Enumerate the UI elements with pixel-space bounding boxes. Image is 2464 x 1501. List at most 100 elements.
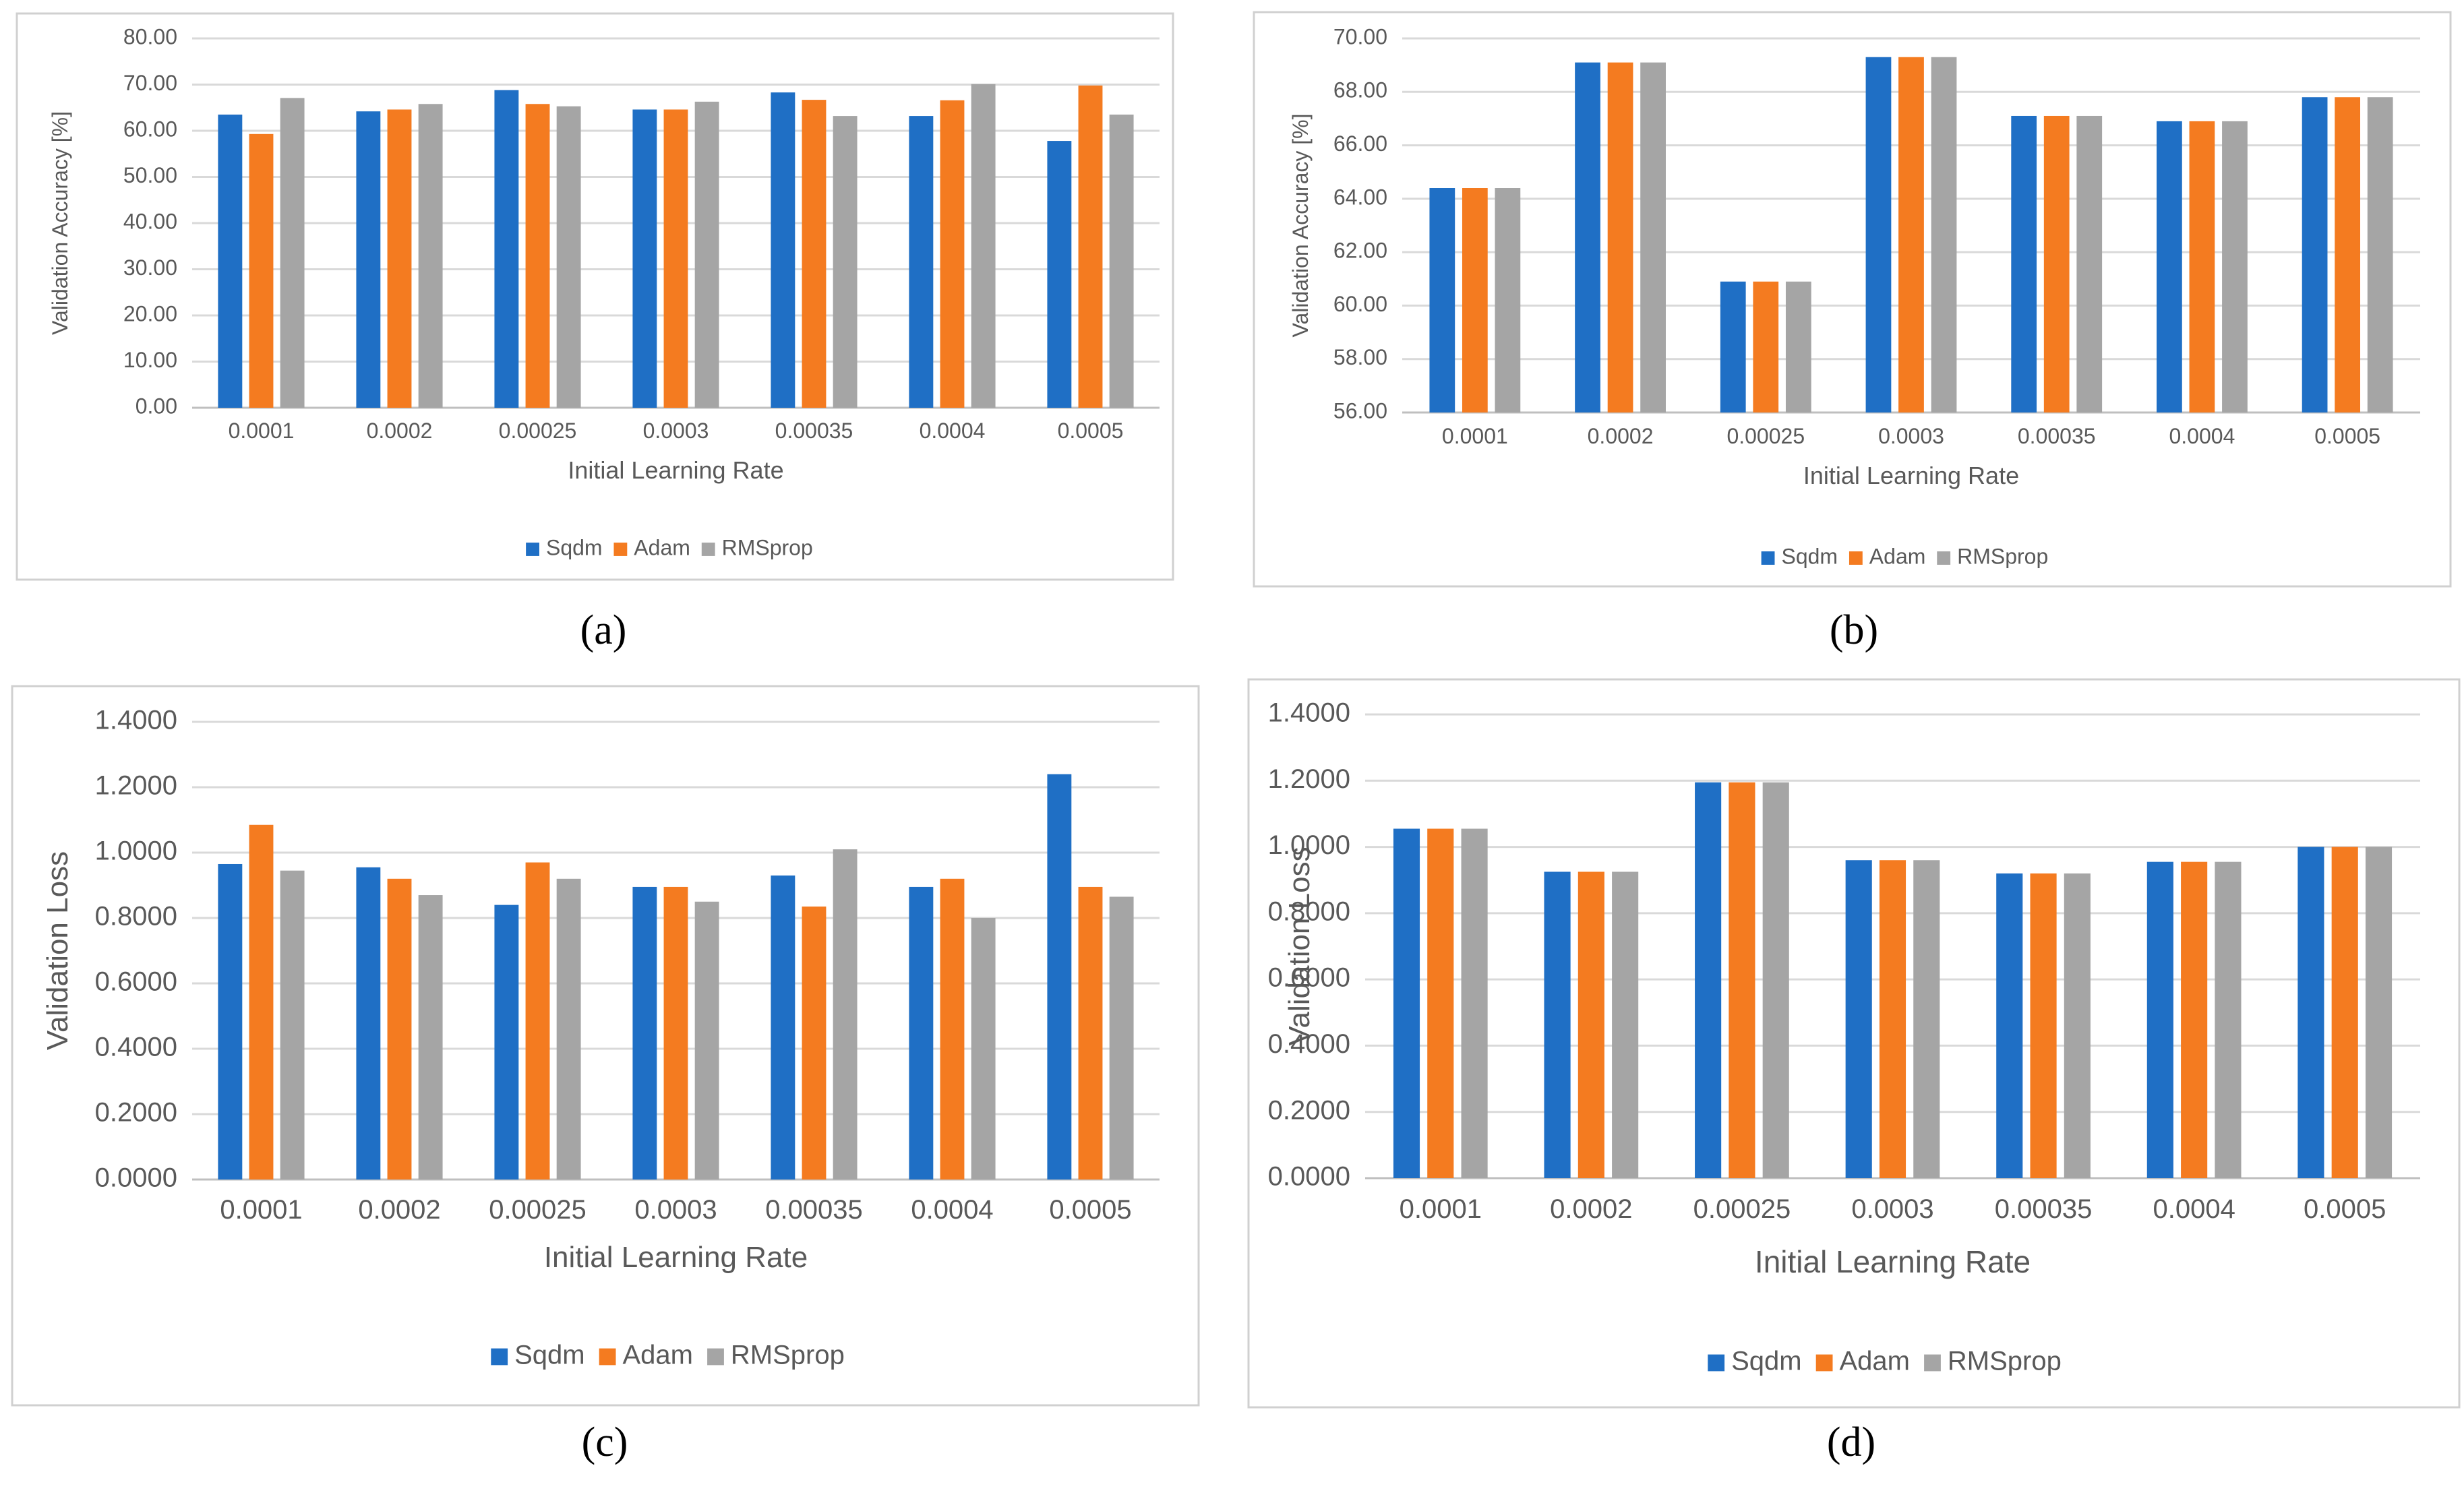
y-tick-label: 68.00 [1333, 78, 1387, 102]
x-tick-label: 0.00035 [2018, 424, 2096, 448]
bar-rmsprop-0.0002 [1612, 871, 1639, 1178]
bar-adam-0.00035 [2030, 873, 2057, 1178]
bar-rmsprop-0.0005 [2367, 97, 2393, 412]
bar-rmsprop-0.0003 [1931, 57, 1957, 412]
bar-rmsprop-0.0002 [1640, 62, 1666, 412]
bar-sqdm-0.0003 [632, 109, 657, 408]
x-tick-label: 0.0004 [2153, 1194, 2235, 1224]
x-tick-label: 0.0002 [1588, 424, 1654, 448]
bar-adam-0.00035 [2043, 115, 2070, 412]
bar-adam-0.0001 [1427, 828, 1454, 1178]
bar-rmsprop-0.0002 [418, 895, 443, 1180]
bar-rmsprop-0.00035 [2064, 873, 2091, 1178]
x-axis-title: Initial Learning Rate [568, 456, 783, 484]
x-tick-label: 0.00035 [765, 1195, 863, 1225]
legend-label-adam: Adam [634, 535, 690, 559]
x-tick-label: 0.0005 [2304, 1194, 2386, 1224]
legend-label-adam: Adam [1840, 1347, 1911, 1376]
y-tick-label: 1.4000 [95, 706, 177, 735]
bar-sqdm-0.0004 [2146, 861, 2173, 1178]
bar-rmsprop-0.00025 [556, 106, 581, 408]
x-tick-label: 0.00025 [1726, 424, 1805, 448]
y-tick-label: 1.4000 [1268, 698, 1350, 728]
bar-adam-0.0002 [387, 109, 412, 408]
x-tick-label: 0.0004 [911, 1195, 993, 1225]
x-tick-label: 0.0001 [1400, 1194, 1482, 1224]
chart-frame [16, 12, 1174, 581]
bar-adam-0.00025 [1729, 782, 1755, 1178]
y-tick-label: 80.00 [123, 24, 177, 49]
x-tick-label: 0.0003 [1851, 1194, 1933, 1224]
bar-sqdm-0.00035 [2011, 115, 2037, 412]
bar-adam-0.0002 [1577, 871, 1604, 1178]
y-tick-label: 60.00 [123, 117, 177, 141]
bar-rmsprop-0.0005 [1109, 115, 1134, 408]
bar-rmsprop-0.0001 [280, 98, 305, 408]
bar-adam-0.0001 [1462, 188, 1488, 412]
y-axis-title: Validation Loss [1283, 847, 1316, 1045]
y-tick-label: 70.00 [1333, 24, 1387, 49]
bar-sqdm-0.00025 [494, 90, 519, 408]
bar-rmsprop-0.0002 [418, 104, 443, 408]
y-tick-label: 0.2000 [95, 1098, 177, 1128]
bar-sqdm-0.0002 [1544, 871, 1571, 1178]
legend-label-rmsprop: RMSprop [722, 535, 813, 559]
bar-rmsprop-0.0003 [694, 901, 719, 1180]
bar-adam-0.0004 [2189, 121, 2215, 412]
x-tick-label: 0.0003 [643, 419, 709, 443]
bar-adam-0.00025 [525, 862, 550, 1180]
legend-swatch-adam [1815, 1354, 1833, 1372]
x-tick-label: 0.0004 [2169, 424, 2235, 448]
y-tick-label: 0.00 [136, 394, 177, 418]
bar-rmsprop-0.00025 [1762, 782, 1789, 1178]
bar-sqdm-0.0001 [218, 115, 243, 408]
y-axis-title: Validation Accuracy [%] [48, 111, 72, 335]
bar-rmsprop-0.0001 [1495, 188, 1521, 412]
chart-frame [11, 685, 1200, 1407]
x-tick-label: 0.00025 [1693, 1194, 1791, 1224]
bar-sqdm-0.0002 [356, 111, 381, 408]
bar-adam-0.0003 [663, 109, 688, 408]
y-tick-label: 0.2000 [1268, 1095, 1350, 1125]
y-tick-label: 58.00 [1333, 345, 1387, 369]
panel-caption: (a) [580, 607, 627, 653]
y-tick-label: 20.00 [123, 301, 177, 326]
bar-rmsprop-0.0003 [694, 101, 719, 408]
legend-swatch-sqdm [491, 1348, 508, 1366]
bar-adam-0.0003 [1898, 57, 1924, 412]
chart-panel-d: 0.0000 0.2000 0.4000 0.6000 0.8000 1.0000 1.20… [1247, 678, 2461, 1409]
x-tick-label: 0.0004 [920, 419, 986, 443]
bar-adam-0.0005 [1078, 85, 1103, 408]
bar-sqdm-0.00035 [1996, 873, 2023, 1178]
bar-sqdm-0.0005 [1047, 774, 1072, 1180]
bar-adam-0.0002 [1607, 62, 1633, 412]
y-tick-label: 60.00 [1333, 292, 1387, 316]
legend-swatch-sqdm [1761, 551, 1775, 565]
bar-sqdm-0.0003 [632, 886, 657, 1180]
bar-sqdm-0.0005 [2302, 97, 2328, 412]
y-tick-label: 50.00 [123, 163, 177, 187]
legend-label-sqdm: Sqdm [1731, 1347, 1802, 1376]
y-tick-label: 0.8000 [1268, 896, 1350, 926]
y-tick-label: 0.0000 [95, 1163, 177, 1193]
legend-label-adam: Adam [1869, 544, 1926, 568]
y-tick-label: 0.0000 [1268, 1162, 1350, 1192]
x-tick-label: 0.0005 [2314, 424, 2380, 448]
x-tick-label: 0.0003 [634, 1195, 717, 1225]
bar-sqdm-0.0003 [1845, 860, 1872, 1178]
legend: Sqdm Adam RMSprop [1708, 1347, 2062, 1376]
x-axis-title: Initial Learning Rate [1803, 462, 2019, 489]
x-tick-label: 0.0005 [1058, 419, 1124, 443]
bar-adam-0.00035 [802, 907, 827, 1180]
y-tick-label: 70.00 [123, 71, 177, 95]
bar-adam-0.0001 [249, 824, 274, 1180]
bar-adam-0.00025 [525, 104, 550, 408]
y-tick-label: 0.4000 [95, 1033, 177, 1062]
bar-sqdm-0.00025 [494, 905, 519, 1180]
bar-adam-0.0004 [940, 878, 965, 1180]
bar-adam-0.0002 [387, 878, 412, 1180]
panel-caption: (b) [1830, 607, 1878, 653]
legend-label-sqdm: Sqdm [546, 535, 603, 559]
bar-rmsprop-0.0004 [971, 84, 996, 408]
y-tick-label: 30.00 [123, 255, 177, 280]
